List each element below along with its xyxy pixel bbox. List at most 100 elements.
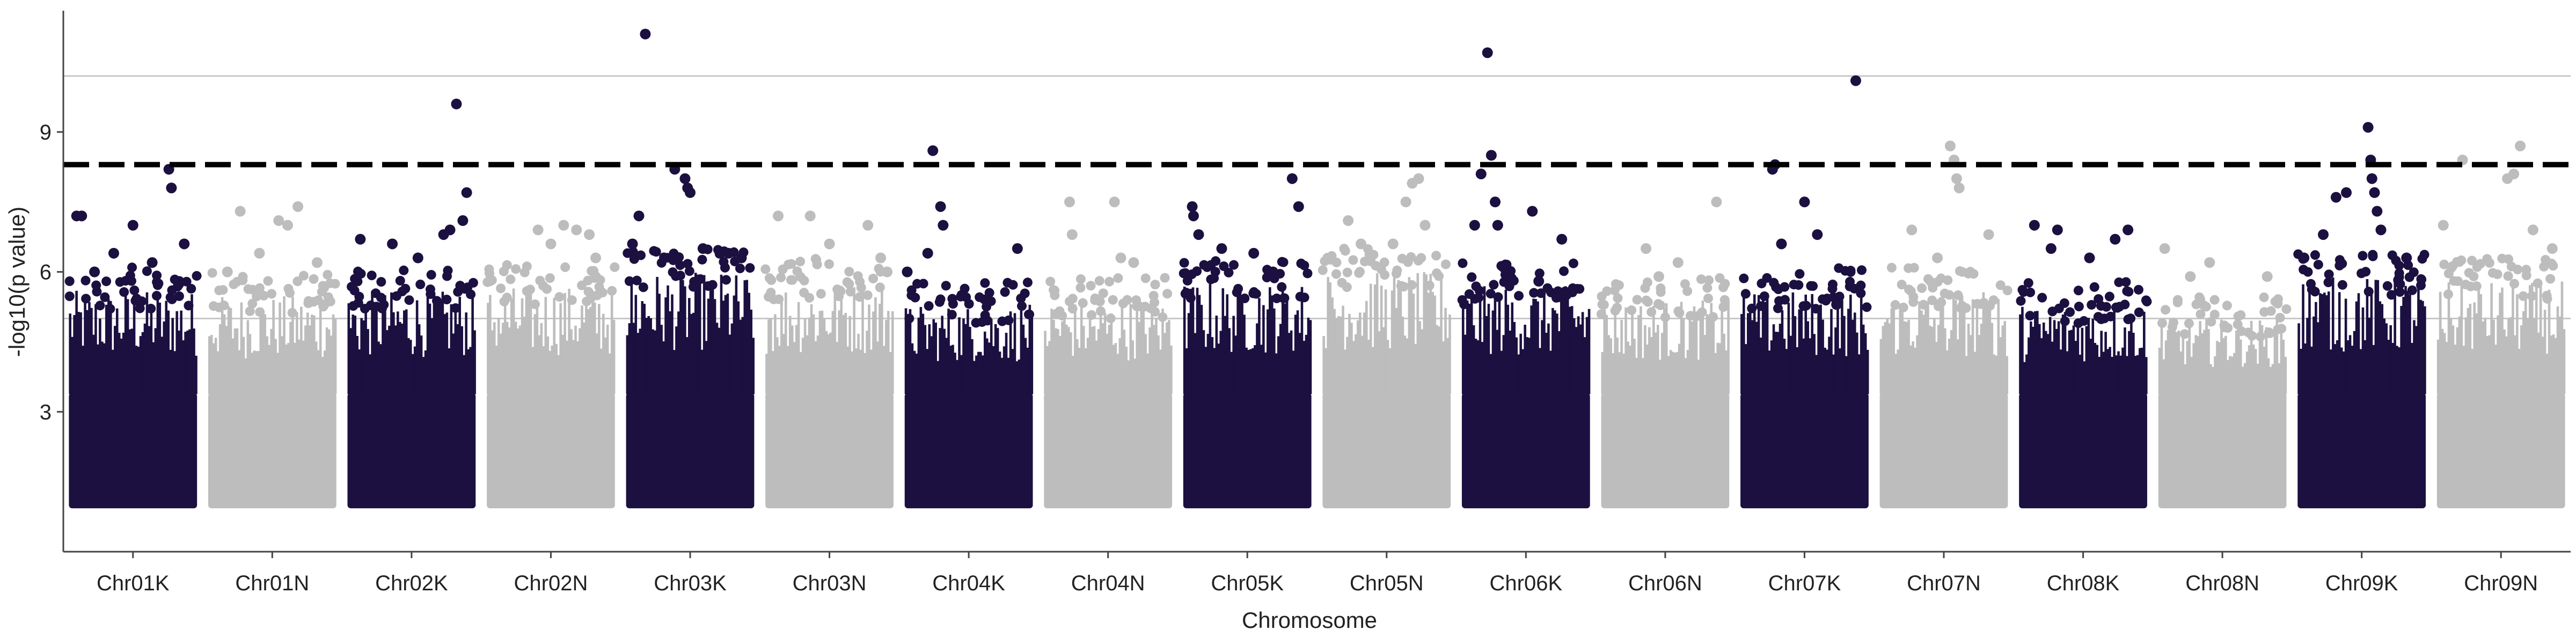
marker-column	[1937, 325, 1940, 394]
snp-point	[273, 215, 284, 226]
marker-column	[1187, 313, 1190, 394]
marker-column	[1727, 300, 1730, 394]
marker-column	[1219, 331, 1223, 394]
marker-column	[2494, 345, 2497, 394]
marker-column	[868, 304, 870, 394]
marker-column	[2516, 294, 2519, 394]
snp-point	[971, 318, 981, 328]
marker-column	[1093, 326, 1096, 394]
snp-point	[1467, 272, 1477, 282]
marker-column	[2522, 311, 2525, 394]
snp-point	[2375, 224, 2387, 236]
marker-column	[84, 298, 86, 394]
snp-point	[532, 224, 544, 236]
marker-column	[2533, 317, 2536, 394]
marker-column	[1431, 291, 1434, 394]
marker-column	[1386, 340, 1389, 394]
marker-column	[975, 355, 978, 394]
marker-column	[1500, 350, 1503, 394]
marker-column	[1708, 317, 1711, 394]
snp-point	[1182, 276, 1192, 286]
axes	[57, 11, 2571, 558]
snp-point	[64, 291, 75, 302]
snp-point	[1392, 265, 1402, 275]
marker-column	[2184, 364, 2187, 394]
snp-point	[684, 266, 694, 276]
marker-column	[1275, 353, 1278, 394]
marker-column	[2436, 339, 2440, 394]
marker-column	[2310, 346, 2313, 394]
marker-column	[1148, 327, 1151, 394]
snp-point	[1927, 295, 1937, 305]
marker-column	[2379, 301, 2382, 394]
marker-column	[2019, 314, 2022, 394]
snp-point	[174, 279, 184, 289]
snp-point	[1098, 288, 1108, 298]
marker-column	[1466, 301, 1469, 394]
marker-column	[167, 310, 170, 394]
marker-column	[1830, 309, 1833, 394]
marker-column	[2079, 354, 2082, 394]
marker-column	[1763, 302, 1767, 394]
marker-column	[667, 285, 669, 394]
snp-point	[862, 290, 873, 301]
snp-point	[902, 266, 913, 277]
snp-point	[1932, 252, 1943, 264]
marker-column	[1958, 298, 1962, 394]
marker-column	[1684, 358, 1687, 394]
marker-column	[1163, 333, 1166, 394]
marker-column	[2552, 334, 2555, 394]
marker-column	[2164, 340, 2168, 394]
chromosome-Chr05K-points	[1179, 173, 1313, 509]
marker-column	[594, 302, 596, 394]
marker-column	[1088, 312, 1092, 394]
marker-column	[765, 354, 768, 394]
marker-column	[2179, 351, 2183, 394]
snp-point	[127, 219, 138, 231]
marker-column	[702, 275, 706, 394]
marker-column	[1200, 304, 1203, 394]
marker-column	[1070, 332, 1072, 394]
snp-point	[2453, 276, 2463, 286]
marker-column	[713, 299, 716, 394]
marker-column	[2254, 349, 2257, 394]
snp-point	[745, 263, 755, 273]
snp-point	[2487, 268, 2498, 278]
snp-point	[2073, 318, 2083, 328]
marker-column	[321, 357, 324, 394]
marker-column	[1759, 338, 1762, 394]
marker-column	[1262, 305, 1265, 394]
marker-column	[791, 325, 794, 394]
marker-column	[559, 303, 562, 394]
marker-column	[2524, 296, 2527, 394]
snp-point	[2236, 310, 2246, 320]
snp-point	[2114, 277, 2124, 287]
snp-point	[1240, 293, 1250, 303]
snp-point	[924, 301, 934, 311]
marker-column	[2229, 356, 2231, 394]
snp-point	[142, 266, 152, 276]
marker-column	[1285, 299, 1289, 394]
marker-column	[208, 336, 211, 394]
snp-point	[2089, 282, 2099, 292]
marker-column	[818, 311, 822, 394]
snp-point	[400, 283, 411, 294]
marker-column	[1841, 299, 1843, 394]
snp-point	[179, 238, 190, 250]
marker-column	[261, 313, 265, 394]
marker-column	[2548, 289, 2551, 394]
snp-point	[773, 210, 784, 222]
marker-column	[718, 327, 721, 394]
marker-column	[782, 334, 785, 394]
marker-column	[2139, 348, 2141, 394]
marker-column	[516, 328, 519, 394]
marker-column	[165, 301, 168, 394]
marker-column	[579, 328, 581, 394]
marker-column	[1776, 332, 1780, 394]
marker-column	[2096, 345, 2099, 394]
snp-point	[1075, 283, 1086, 293]
snp-point	[567, 295, 577, 305]
marker-column	[2121, 347, 2124, 394]
snp-point	[845, 287, 855, 297]
snp-point	[2017, 284, 2028, 295]
